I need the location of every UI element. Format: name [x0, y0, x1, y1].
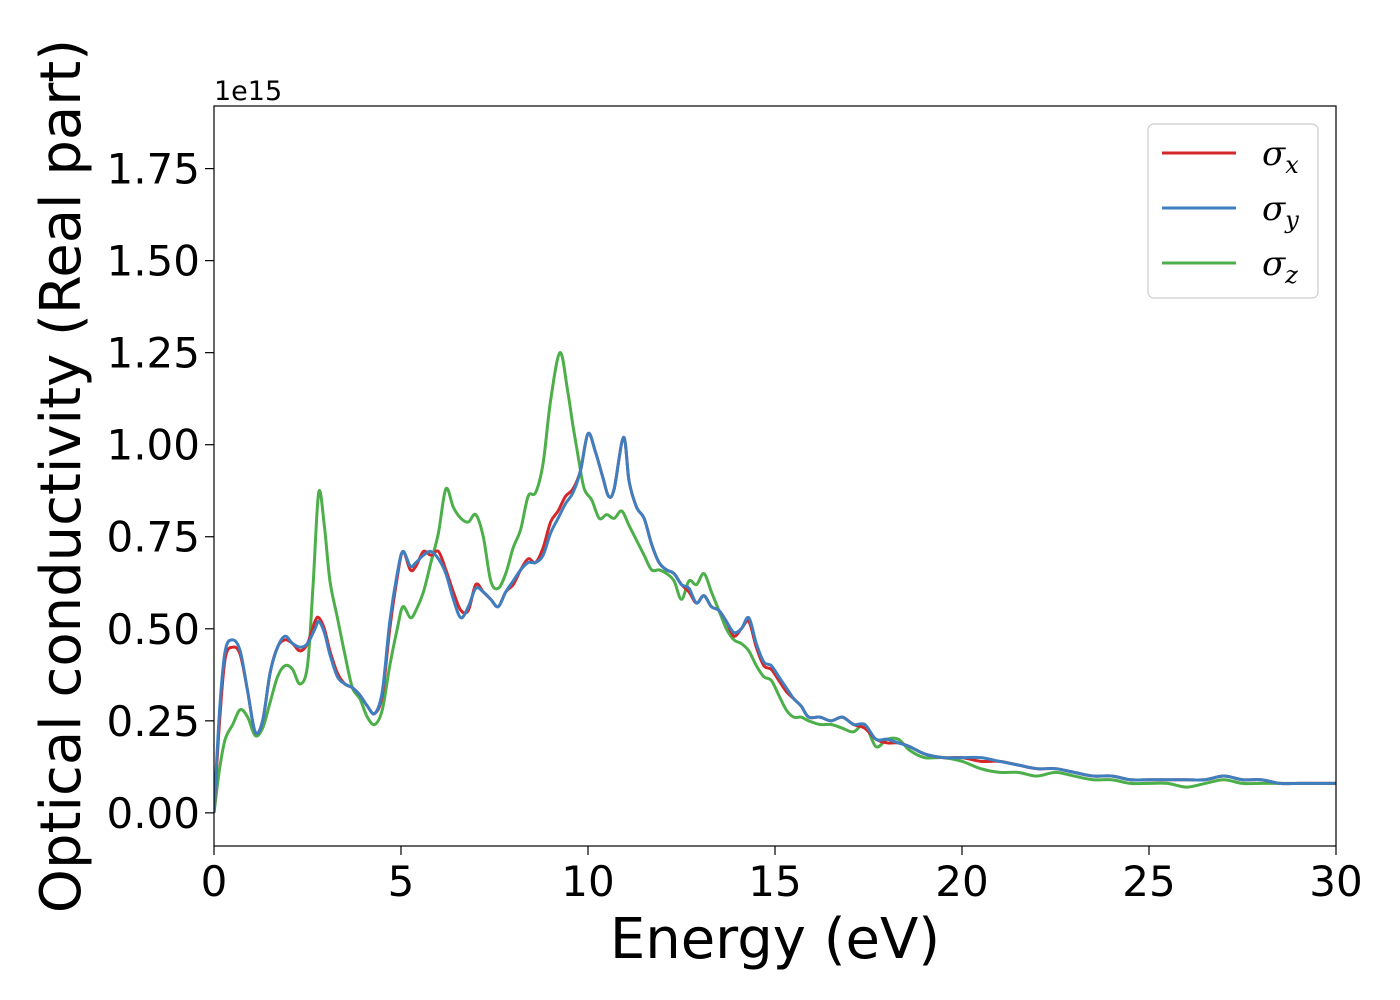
y-tick-label: 0.00: [106, 789, 200, 838]
x-axis-ticks: 0 5 10 15 20 25 30: [201, 846, 1363, 906]
series-layer: [214, 351, 1336, 814]
y-offset-label: 1e15: [214, 76, 282, 107]
y-tick-label: 0.25: [106, 697, 200, 746]
x-tick-label: 25: [1122, 857, 1175, 906]
y-axis-ticks: 0.00 0.25 0.50 0.75 1.00 1.25 1.50 1.75: [106, 145, 214, 838]
legend-label-y: σy: [1262, 189, 1299, 234]
legend-box: [1147, 123, 1319, 299]
legend-label-z: σz: [1262, 244, 1298, 289]
x-tick-label: 5: [388, 857, 415, 906]
y-tick-label: 1.75: [106, 145, 200, 194]
y-tick-label: 1.50: [106, 237, 200, 286]
legend-label-x: σx: [1262, 134, 1299, 179]
y-tick-label: 1.00: [106, 421, 200, 470]
series-line-z: [214, 351, 1336, 814]
y-tick-label: 0.75: [106, 513, 200, 562]
legend-items: σx σy σz: [1162, 134, 1299, 289]
x-tick-label: 0: [201, 857, 228, 906]
x-tick-label: 30: [1309, 857, 1362, 906]
series-line-y: [214, 431, 1336, 813]
y-axis-label: Optical conductivity (Real part): [29, 39, 94, 913]
y-tick-label: 1.25: [106, 329, 200, 378]
x-tick-label: 15: [748, 857, 801, 906]
x-tick-label: 10: [561, 857, 614, 906]
legend: σx σy σz: [1147, 123, 1319, 299]
x-axis-label: Energy (eV): [610, 907, 940, 972]
x-tick-label: 20: [935, 857, 988, 906]
series-line-x: [214, 431, 1336, 813]
y-tick-label: 0.50: [106, 605, 200, 654]
